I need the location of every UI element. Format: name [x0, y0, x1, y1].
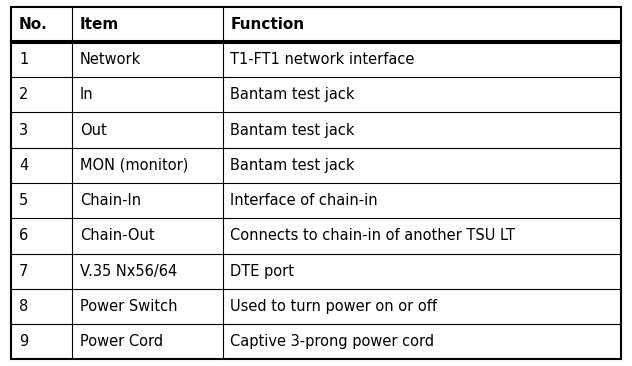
Text: In: In — [80, 87, 94, 102]
Text: Out: Out — [80, 123, 107, 138]
Text: Function: Function — [231, 17, 305, 32]
Text: No.: No. — [19, 17, 47, 32]
Text: Power Cord: Power Cord — [80, 334, 163, 349]
Text: V.35 Nx56/64: V.35 Nx56/64 — [80, 264, 178, 279]
Text: MON (monitor): MON (monitor) — [80, 158, 188, 173]
Text: 1: 1 — [19, 52, 28, 67]
Text: Interface of chain-in: Interface of chain-in — [231, 193, 378, 208]
Text: Item: Item — [80, 17, 119, 32]
Text: Used to turn power on or off: Used to turn power on or off — [231, 299, 437, 314]
Text: Power Switch: Power Switch — [80, 299, 178, 314]
Text: 4: 4 — [19, 158, 28, 173]
Text: Connects to chain-in of another TSU LT: Connects to chain-in of another TSU LT — [231, 228, 516, 243]
Text: Network: Network — [80, 52, 142, 67]
Text: Captive 3-prong power cord: Captive 3-prong power cord — [231, 334, 435, 349]
Text: Bantam test jack: Bantam test jack — [231, 158, 355, 173]
Text: Chain-In: Chain-In — [80, 193, 141, 208]
Text: Bantam test jack: Bantam test jack — [231, 87, 355, 102]
Text: 7: 7 — [19, 264, 28, 279]
Text: 8: 8 — [19, 299, 28, 314]
Text: 9: 9 — [19, 334, 28, 349]
Text: 6: 6 — [19, 228, 28, 243]
Text: DTE port: DTE port — [231, 264, 295, 279]
Text: 3: 3 — [19, 123, 28, 138]
Text: T1-FT1 network interface: T1-FT1 network interface — [231, 52, 415, 67]
Text: 5: 5 — [19, 193, 28, 208]
Text: 2: 2 — [19, 87, 28, 102]
Text: Chain-Out: Chain-Out — [80, 228, 155, 243]
Text: Bantam test jack: Bantam test jack — [231, 123, 355, 138]
